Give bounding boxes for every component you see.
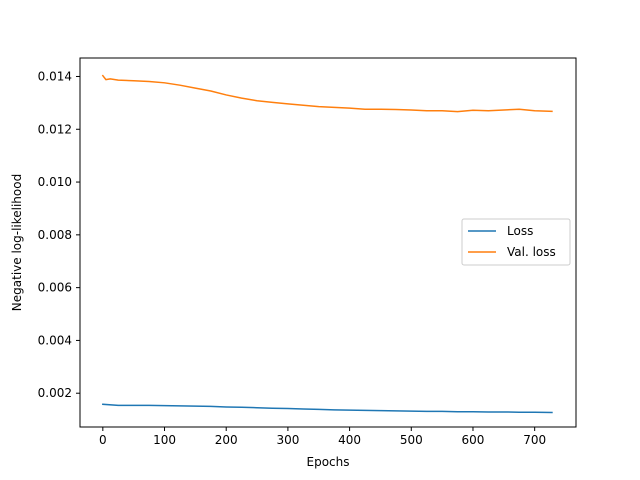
series-layer — [101, 74, 553, 414]
x-tick-label: 0 — [99, 433, 107, 447]
x-tick-label: 100 — [153, 433, 176, 447]
y-tick-label: 0.004 — [38, 333, 72, 347]
x-axis-label: Epochs — [307, 455, 350, 469]
legend-entry-label: Val. loss — [507, 245, 556, 259]
x-tick-label: 400 — [338, 433, 361, 447]
y-tick-label: 0.012 — [38, 122, 72, 136]
y-tick-label: 0.010 — [38, 175, 72, 189]
x-tick-label: 600 — [462, 433, 485, 447]
y-axis-label: Negative log-likelihood — [10, 174, 24, 311]
x-axis-ticks: 0 100 200 300 400 500 600 700 — [99, 427, 546, 447]
y-axis-ticks: 0.002 0.004 0.006 0.008 0.010 0.012 0.014 — [38, 69, 80, 400]
y-tick-label: 0.014 — [38, 69, 72, 83]
x-tick-label: 500 — [400, 433, 423, 447]
series-line-loss — [102, 403, 553, 414]
x-tick-label: 700 — [523, 433, 546, 447]
legend: Loss Val. loss — [461, 218, 571, 266]
x-tick-label: 300 — [276, 433, 299, 447]
y-tick-label: 0.008 — [38, 228, 72, 242]
y-tick-label: 0.006 — [38, 281, 72, 295]
series-line-val-loss — [101, 74, 553, 113]
y-tick-label: 0.002 — [38, 386, 72, 400]
plot-frame — [79, 57, 577, 428]
x-tick-label: 200 — [215, 433, 238, 447]
legend-entry-label: Loss — [507, 224, 533, 238]
